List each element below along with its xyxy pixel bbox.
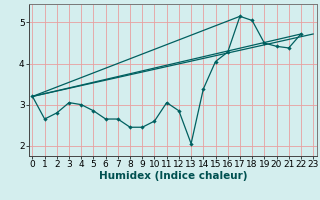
X-axis label: Humidex (Indice chaleur): Humidex (Indice chaleur) xyxy=(99,171,247,181)
